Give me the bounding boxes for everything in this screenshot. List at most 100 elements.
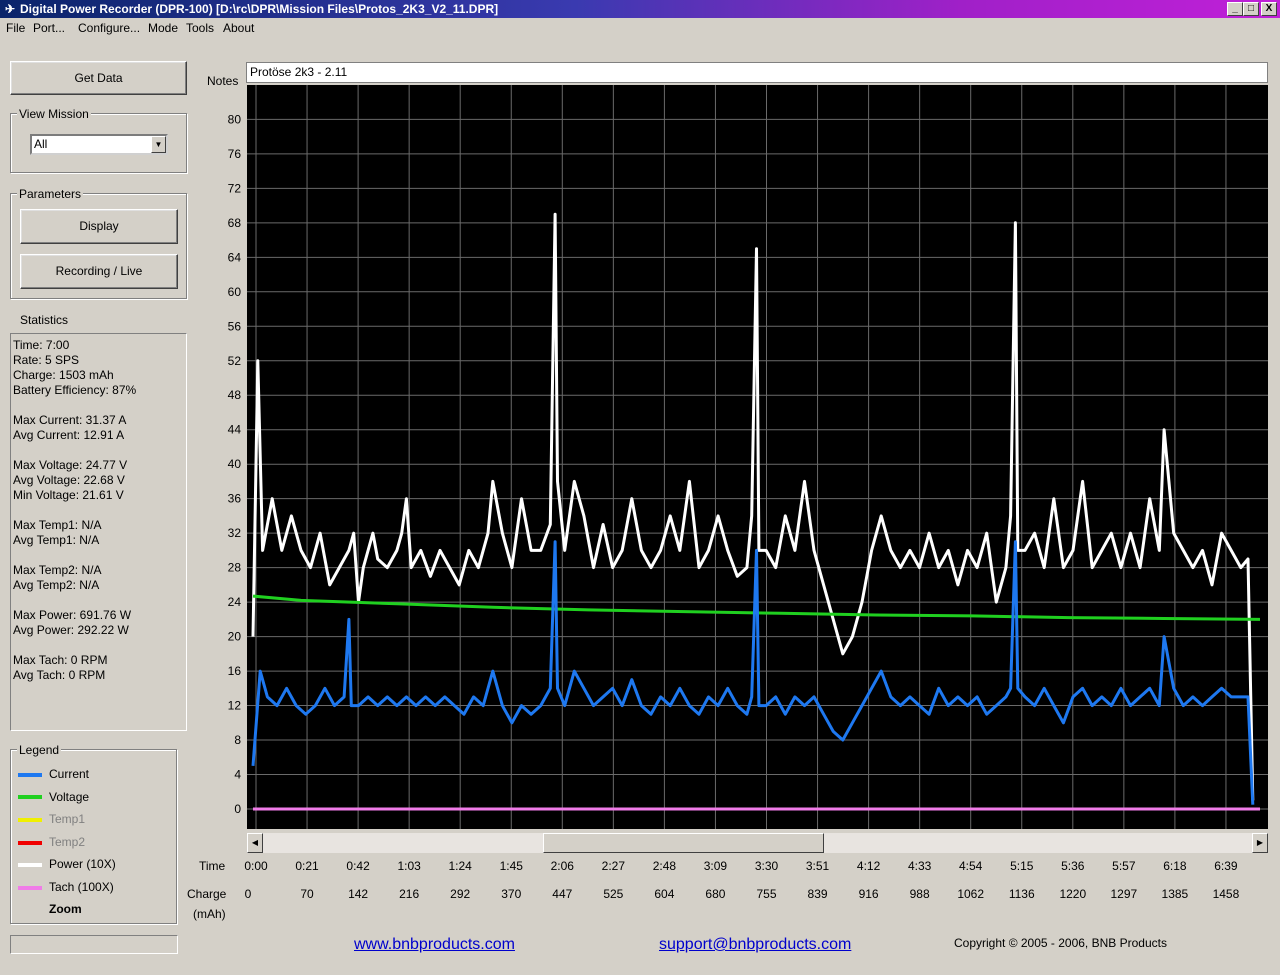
stat-line: Max Temp2: N/A	[13, 563, 102, 577]
y-tick-label: 52	[228, 354, 242, 368]
stat-line: Avg Power: 292.22 W	[13, 623, 129, 637]
website-link[interactable]: www.bnbproducts.com	[354, 936, 515, 953]
y-tick-label: 20	[228, 630, 242, 644]
close-button[interactable]: X	[1261, 2, 1277, 16]
y-tick-label: 60	[228, 285, 242, 299]
legend-swatch	[18, 772, 42, 777]
get-data-button[interactable]: Get Data	[10, 61, 187, 95]
time-tick-label: 3:30	[754, 859, 779, 873]
y-tick-label: 40	[228, 457, 242, 471]
y-tick-label: 80	[228, 112, 242, 126]
charge-tick-label: 1385	[1161, 887, 1189, 901]
charge-axis-label: Charge	[187, 887, 227, 901]
stat-line: Max Power: 691.76 W	[13, 608, 132, 622]
time-tick-label: 5:57	[1112, 859, 1136, 873]
legend-swatch	[18, 795, 42, 800]
legend-item[interactable]: Current	[18, 767, 89, 781]
legend-label-text: Tach (100X)	[49, 880, 114, 894]
time-tick-label: 2:06	[550, 859, 574, 873]
legend-item[interactable]: Tach (100X)	[18, 880, 114, 894]
legend-label: Legend	[17, 743, 62, 757]
stat-line: Avg Tach: 0 RPM	[13, 668, 106, 682]
menu-file[interactable]: File	[6, 21, 26, 35]
maximize-button[interactable]: □	[1243, 2, 1259, 16]
time-tick-label: 4:33	[907, 859, 932, 873]
chevron-down-icon[interactable]: ▼	[151, 136, 166, 153]
menu-tools[interactable]: Tools	[186, 21, 215, 35]
legend-item[interactable]: Voltage	[18, 790, 89, 804]
legend-item[interactable]: Temp2	[18, 835, 85, 849]
time-axis-label: Time	[199, 859, 226, 873]
time-tick-label: 3:09	[703, 859, 728, 873]
time-tick-label: 2:48	[652, 859, 677, 873]
y-tick-label: 8	[234, 733, 241, 747]
series-line	[251, 212, 1255, 801]
charge-tick-label: 70	[300, 887, 314, 901]
chart-scrollbar[interactable]: ◀ ▶	[247, 833, 1268, 853]
menu-port[interactable]: Port...	[33, 21, 66, 35]
stat-line: Max Temp1: N/A	[13, 518, 102, 532]
time-tick-label: 6:18	[1163, 859, 1187, 873]
stat-line: Charge: 1503 mAh	[13, 368, 114, 382]
scroll-right-arrow-icon[interactable]: ▶	[1252, 833, 1268, 853]
stat-line: Avg Temp2: N/A	[13, 578, 100, 592]
y-tick-label: 36	[228, 492, 242, 506]
charge-tick-label: 916	[858, 887, 879, 901]
stat-line: Max Tach: 0 RPM	[13, 653, 108, 667]
menu-mode[interactable]: Mode	[148, 21, 179, 35]
stat-line: Max Current: 31.37 A	[13, 413, 127, 427]
time-tick-label: 3:51	[805, 859, 830, 873]
time-tick-label: 1:24	[448, 859, 472, 873]
y-tick-label: 72	[228, 181, 242, 195]
display-button[interactable]: Display	[20, 209, 178, 244]
menu-about[interactable]: About	[223, 21, 255, 35]
time-tick-label: 1:45	[499, 859, 523, 873]
y-tick-label: 28	[228, 561, 242, 575]
charge-tick-label: 447	[552, 887, 573, 901]
charge-tick-label: 0	[244, 887, 252, 901]
y-tick-label: 16	[228, 664, 242, 678]
charge-tick-label: 988	[909, 887, 930, 901]
stat-line: Max Voltage: 24.77 V	[13, 458, 128, 472]
charge-tick-label: 1458	[1212, 887, 1240, 901]
y-tick-label: 0	[234, 802, 241, 816]
charge-tick-label: 142	[348, 887, 369, 901]
charge-tick-label: 292	[450, 887, 471, 901]
legend-item[interactable]: Power (10X)	[18, 857, 116, 871]
legend-item[interactable]: Temp1	[18, 812, 85, 826]
legend-label-text: Current	[49, 767, 90, 781]
title-bar: ✈ Digital Power Recorder (DPR-100) [D:\r…	[0, 0, 1280, 18]
stat-spacer	[13, 638, 184, 653]
mission-select[interactable]: All ▼	[30, 134, 168, 155]
legend-label-text: Temp1	[49, 812, 86, 827]
scroll-thumb[interactable]	[543, 833, 824, 853]
stat-line: Avg Temp1: N/A	[13, 533, 100, 547]
view-mission-label: View Mission	[17, 107, 91, 121]
time-tick-label: 5:15	[1010, 859, 1034, 873]
support-email-link[interactable]: support@bnbproducts.com	[659, 936, 852, 953]
statistics-label: Statistics	[18, 313, 71, 327]
notes-field[interactable]: Protöse 2k3 - 2.11	[246, 62, 1268, 83]
scroll-left-arrow-icon[interactable]: ◀	[247, 833, 263, 853]
legend-swatch	[18, 840, 42, 845]
time-tick-label: 0:21	[295, 859, 319, 873]
y-tick-label: 24	[228, 595, 242, 609]
time-tick-label: 2:27	[601, 859, 626, 873]
legend-swatch	[18, 818, 42, 823]
menu-configure[interactable]: Configure...	[78, 21, 141, 35]
zoom-button[interactable]: Zoom	[49, 902, 82, 916]
time-tick-label: 6:39	[1214, 859, 1238, 873]
legend-label-text: Voltage	[49, 789, 90, 804]
menu-bar: File Port... Configure... Mode Tools Abo…	[0, 19, 1280, 39]
charge-tick-label: 1062	[957, 887, 985, 901]
time-tick-label: 4:54	[959, 859, 983, 873]
minimize-button[interactable]: _	[1227, 2, 1243, 16]
charge-tick-label: 1297	[1110, 887, 1138, 901]
y-tick-label: 44	[228, 423, 242, 437]
recording-live-button[interactable]: Recording / Live	[20, 254, 178, 289]
stat-spacer	[13, 503, 184, 518]
stat-line: Avg Current: 12.91 A	[13, 428, 125, 442]
stat-spacer	[13, 398, 184, 413]
charge-tick-label: 604	[654, 887, 675, 901]
app-icon: ✈	[4, 2, 16, 16]
